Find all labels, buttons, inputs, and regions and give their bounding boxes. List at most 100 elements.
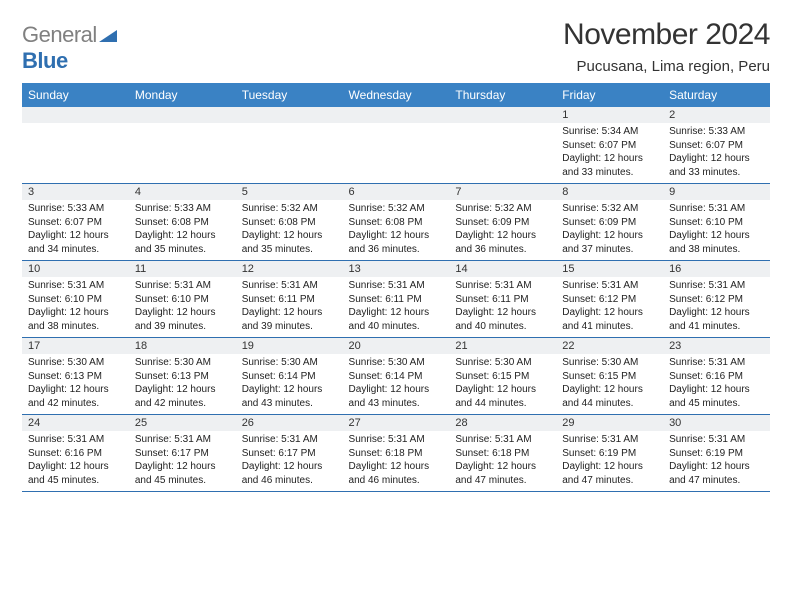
sunrise-text: Sunrise: 5:32 AM (455, 202, 550, 216)
day-number: 27 (343, 415, 450, 431)
calendar-day-cell: 5Sunrise: 5:32 AMSunset: 6:08 PMDaylight… (236, 184, 343, 261)
daylight-text: Daylight: 12 hours and 46 minutes. (242, 460, 337, 487)
calendar-week-row: 10Sunrise: 5:31 AMSunset: 6:10 PMDayligh… (22, 261, 770, 338)
calendar-week-row: 24Sunrise: 5:31 AMSunset: 6:16 PMDayligh… (22, 415, 770, 492)
day-details: Sunrise: 5:31 AMSunset: 6:18 PMDaylight:… (343, 431, 450, 491)
sunrise-text: Sunrise: 5:31 AM (669, 356, 764, 370)
sunset-text: Sunset: 6:16 PM (669, 370, 764, 384)
day-number (129, 107, 236, 123)
calendar-table: Sunday Monday Tuesday Wednesday Thursday… (22, 83, 770, 492)
calendar-day-cell: 1Sunrise: 5:34 AMSunset: 6:07 PMDaylight… (556, 107, 663, 184)
daylight-text: Daylight: 12 hours and 33 minutes. (669, 152, 764, 179)
weekday-saturday: Saturday (663, 83, 770, 107)
sunset-text: Sunset: 6:07 PM (669, 139, 764, 153)
calendar-day-cell: 9Sunrise: 5:31 AMSunset: 6:10 PMDaylight… (663, 184, 770, 261)
daylight-text: Daylight: 12 hours and 46 minutes. (349, 460, 444, 487)
calendar-day-cell: 23Sunrise: 5:31 AMSunset: 6:16 PMDayligh… (663, 338, 770, 415)
sunrise-text: Sunrise: 5:31 AM (242, 279, 337, 293)
sunset-text: Sunset: 6:09 PM (562, 216, 657, 230)
weekday-wednesday: Wednesday (343, 83, 450, 107)
calendar-day-cell: 18Sunrise: 5:30 AMSunset: 6:13 PMDayligh… (129, 338, 236, 415)
day-number: 20 (343, 338, 450, 354)
daylight-text: Daylight: 12 hours and 47 minutes. (562, 460, 657, 487)
sunset-text: Sunset: 6:11 PM (455, 293, 550, 307)
calendar-day-cell: 28Sunrise: 5:31 AMSunset: 6:18 PMDayligh… (449, 415, 556, 492)
day-details: Sunrise: 5:32 AMSunset: 6:09 PMDaylight:… (449, 200, 556, 260)
day-number: 22 (556, 338, 663, 354)
logo-triangle-icon (99, 22, 117, 48)
sunrise-text: Sunrise: 5:31 AM (455, 279, 550, 293)
day-number: 8 (556, 184, 663, 200)
day-number: 19 (236, 338, 343, 354)
calendar-day-cell: 25Sunrise: 5:31 AMSunset: 6:17 PMDayligh… (129, 415, 236, 492)
sunrise-text: Sunrise: 5:31 AM (135, 433, 230, 447)
calendar-day-cell: 8Sunrise: 5:32 AMSunset: 6:09 PMDaylight… (556, 184, 663, 261)
sunset-text: Sunset: 6:08 PM (349, 216, 444, 230)
calendar-day-cell: 21Sunrise: 5:30 AMSunset: 6:15 PMDayligh… (449, 338, 556, 415)
day-details: Sunrise: 5:31 AMSunset: 6:17 PMDaylight:… (236, 431, 343, 491)
calendar-week-row: 17Sunrise: 5:30 AMSunset: 6:13 PMDayligh… (22, 338, 770, 415)
day-number: 15 (556, 261, 663, 277)
calendar-day-cell: 24Sunrise: 5:31 AMSunset: 6:16 PMDayligh… (22, 415, 129, 492)
sunrise-text: Sunrise: 5:31 AM (562, 279, 657, 293)
daylight-text: Daylight: 12 hours and 44 minutes. (455, 383, 550, 410)
day-details: Sunrise: 5:31 AMSunset: 6:11 PMDaylight:… (449, 277, 556, 337)
sunset-text: Sunset: 6:10 PM (669, 216, 764, 230)
calendar-day-cell: 15Sunrise: 5:31 AMSunset: 6:12 PMDayligh… (556, 261, 663, 338)
sunset-text: Sunset: 6:13 PM (135, 370, 230, 384)
sunrise-text: Sunrise: 5:30 AM (562, 356, 657, 370)
day-number: 25 (129, 415, 236, 431)
day-details: Sunrise: 5:31 AMSunset: 6:12 PMDaylight:… (663, 277, 770, 337)
calendar-week-row: 1Sunrise: 5:34 AMSunset: 6:07 PMDaylight… (22, 107, 770, 184)
daylight-text: Daylight: 12 hours and 47 minutes. (669, 460, 764, 487)
daylight-text: Daylight: 12 hours and 45 minutes. (669, 383, 764, 410)
daylight-text: Daylight: 12 hours and 34 minutes. (28, 229, 123, 256)
calendar-day-cell: 19Sunrise: 5:30 AMSunset: 6:14 PMDayligh… (236, 338, 343, 415)
sunset-text: Sunset: 6:19 PM (562, 447, 657, 461)
sunrise-text: Sunrise: 5:31 AM (349, 433, 444, 447)
sunset-text: Sunset: 6:14 PM (242, 370, 337, 384)
day-number: 6 (343, 184, 450, 200)
day-details: Sunrise: 5:30 AMSunset: 6:13 PMDaylight:… (129, 354, 236, 414)
daylight-text: Daylight: 12 hours and 45 minutes. (28, 460, 123, 487)
calendar-day-cell: 27Sunrise: 5:31 AMSunset: 6:18 PMDayligh… (343, 415, 450, 492)
day-number: 12 (236, 261, 343, 277)
sunrise-text: Sunrise: 5:30 AM (28, 356, 123, 370)
sunrise-text: Sunrise: 5:32 AM (242, 202, 337, 216)
day-details: Sunrise: 5:33 AMSunset: 6:07 PMDaylight:… (22, 200, 129, 260)
day-details: Sunrise: 5:34 AMSunset: 6:07 PMDaylight:… (556, 123, 663, 183)
daylight-text: Daylight: 12 hours and 35 minutes. (242, 229, 337, 256)
sunset-text: Sunset: 6:08 PM (135, 216, 230, 230)
sunset-text: Sunset: 6:09 PM (455, 216, 550, 230)
sunrise-text: Sunrise: 5:31 AM (349, 279, 444, 293)
day-details: Sunrise: 5:33 AMSunset: 6:07 PMDaylight:… (663, 123, 770, 183)
day-details: Sunrise: 5:31 AMSunset: 6:18 PMDaylight:… (449, 431, 556, 491)
sunset-text: Sunset: 6:11 PM (242, 293, 337, 307)
sunrise-text: Sunrise: 5:32 AM (562, 202, 657, 216)
daylight-text: Daylight: 12 hours and 42 minutes. (135, 383, 230, 410)
calendar-day-cell: 11Sunrise: 5:31 AMSunset: 6:10 PMDayligh… (129, 261, 236, 338)
sunset-text: Sunset: 6:10 PM (28, 293, 123, 307)
sunrise-text: Sunrise: 5:31 AM (562, 433, 657, 447)
day-number: 5 (236, 184, 343, 200)
day-number: 29 (556, 415, 663, 431)
sunrise-text: Sunrise: 5:30 AM (455, 356, 550, 370)
sunrise-text: Sunrise: 5:30 AM (135, 356, 230, 370)
day-details: Sunrise: 5:33 AMSunset: 6:08 PMDaylight:… (129, 200, 236, 260)
sunrise-text: Sunrise: 5:30 AM (349, 356, 444, 370)
calendar-day-cell (129, 107, 236, 184)
calendar-day-cell: 6Sunrise: 5:32 AMSunset: 6:08 PMDaylight… (343, 184, 450, 261)
day-number: 4 (129, 184, 236, 200)
day-number: 13 (343, 261, 450, 277)
calendar-day-cell (343, 107, 450, 184)
day-details: Sunrise: 5:30 AMSunset: 6:13 PMDaylight:… (22, 354, 129, 414)
calendar-day-cell: 30Sunrise: 5:31 AMSunset: 6:19 PMDayligh… (663, 415, 770, 492)
daylight-text: Daylight: 12 hours and 39 minutes. (242, 306, 337, 333)
calendar-day-cell: 2Sunrise: 5:33 AMSunset: 6:07 PMDaylight… (663, 107, 770, 184)
sunset-text: Sunset: 6:16 PM (28, 447, 123, 461)
sunset-text: Sunset: 6:13 PM (28, 370, 123, 384)
day-number (449, 107, 556, 123)
calendar-day-cell: 16Sunrise: 5:31 AMSunset: 6:12 PMDayligh… (663, 261, 770, 338)
day-number: 18 (129, 338, 236, 354)
sunset-text: Sunset: 6:15 PM (562, 370, 657, 384)
